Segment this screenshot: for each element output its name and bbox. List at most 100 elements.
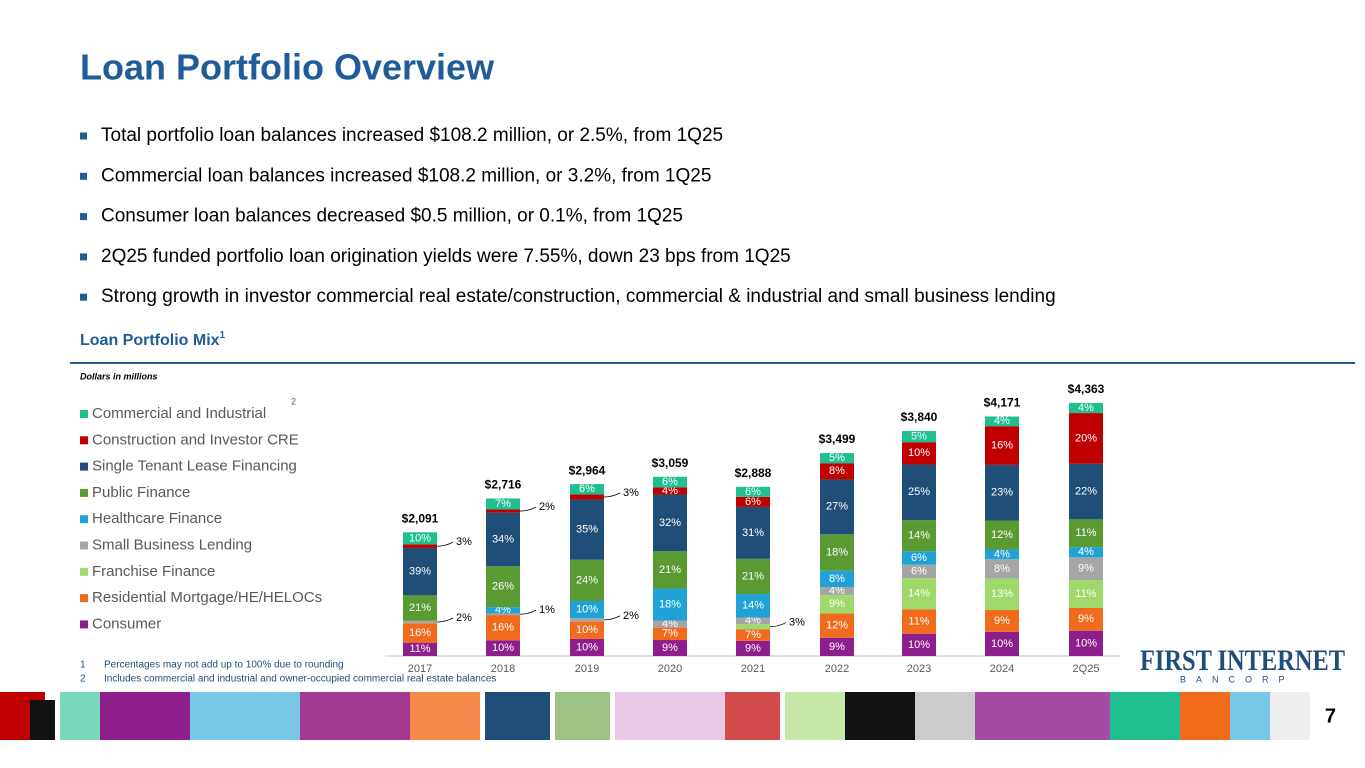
bar-segment	[403, 642, 437, 656]
callout-line	[436, 617, 454, 623]
data-label: 4%	[662, 485, 678, 497]
data-label: 4%	[495, 604, 511, 616]
bar-segment	[736, 629, 770, 641]
bullet-text: Strong growth in investor commercial rea…	[101, 286, 1056, 307]
bar-segment	[820, 534, 854, 571]
data-label: 8%	[829, 465, 845, 477]
callout-line	[436, 541, 454, 547]
data-label: 7%	[745, 629, 761, 641]
bar-segment	[403, 620, 437, 624]
data-label: 26%	[492, 581, 514, 593]
decor	[300, 692, 410, 740]
decor	[190, 692, 300, 740]
data-label: 6%	[745, 496, 761, 508]
bar-segment	[570, 484, 604, 495]
decor	[555, 692, 610, 740]
bar-segment	[820, 613, 854, 638]
x-tick-label: 2024	[990, 663, 1014, 675]
data-label: 1%	[539, 604, 555, 616]
decor	[1110, 692, 1180, 740]
logo-name: FIRST INTERNET	[1140, 644, 1345, 677]
bar-segment	[1069, 519, 1103, 548]
bullets: Total portfolio loan balances increased …	[80, 125, 1056, 307]
bullet-text: Total portfolio loan balances increased …	[101, 125, 723, 146]
legend-label: Franchise Finance	[92, 563, 215, 580]
data-label: 34%	[492, 533, 514, 545]
bar-segment	[1069, 463, 1103, 520]
legend-label: Healthcare Finance	[92, 510, 222, 527]
data-label: 2%	[623, 610, 639, 622]
total-label: $2,888	[735, 466, 772, 480]
data-label: 6%	[911, 552, 927, 564]
data-label: 8%	[829, 573, 845, 585]
data-label: 4%	[1078, 402, 1094, 414]
bar-segment	[902, 464, 936, 521]
bar-segment	[653, 487, 687, 495]
section-sup: 1	[220, 330, 226, 341]
bar-segment	[985, 416, 1019, 427]
bar-segment	[902, 633, 936, 656]
callout-line	[519, 609, 537, 615]
data-label: 39%	[409, 566, 431, 578]
data-label: 11%	[409, 643, 430, 655]
data-label: 25%	[908, 486, 930, 498]
bullet-marker	[80, 213, 87, 221]
bar-segment	[985, 520, 1019, 550]
x-tick-label: 2020	[658, 663, 682, 675]
bar-segment	[653, 494, 687, 552]
bar-segment	[820, 479, 854, 535]
data-label: 11%	[1075, 588, 1096, 600]
bar-segment	[820, 570, 854, 587]
x-tick-label: 2019	[575, 663, 599, 675]
data-label: 27%	[826, 501, 848, 513]
bar-segment	[820, 453, 854, 464]
data-label: 5%	[829, 452, 845, 464]
data-label: 6%	[745, 486, 761, 498]
bar-segment	[985, 464, 1019, 521]
total-label: $4,363	[1068, 382, 1105, 396]
bar-segment	[1069, 607, 1103, 631]
bar-segment	[403, 595, 437, 621]
decor	[725, 692, 780, 740]
data-label: 18%	[826, 546, 848, 558]
bar-segment	[985, 610, 1019, 632]
bar-segment	[403, 544, 437, 549]
decor	[410, 692, 480, 740]
data-label: 14%	[908, 530, 930, 542]
total-label: $2,716	[485, 478, 522, 492]
data-label: 9%	[994, 615, 1010, 627]
bullet-text: Consumer loan balances decreased $0.5 mi…	[101, 206, 683, 227]
bar-segment	[736, 496, 770, 507]
legend-swatch	[80, 515, 88, 524]
data-label: 3%	[456, 536, 472, 548]
data-label: 9%	[829, 598, 845, 610]
bar-segment	[1069, 580, 1103, 608]
bar-segment	[902, 578, 936, 610]
data-label: 6%	[911, 565, 927, 577]
data-label: 6%	[662, 476, 678, 488]
bar-segment	[653, 551, 687, 589]
data-label: 3%	[623, 487, 639, 499]
section-title: Loan Portfolio Mix1	[80, 330, 226, 350]
bar-segment	[736, 624, 770, 630]
bullet-text: 2Q25 funded portfolio loan origination y…	[101, 246, 791, 267]
x-tick-label: 2Q25	[1073, 663, 1100, 675]
footnote-number: 1	[80, 660, 86, 671]
bar-segment	[736, 506, 770, 559]
bar-segment	[486, 613, 520, 616]
x-tick-label: 2018	[491, 663, 515, 675]
data-label: 16%	[409, 627, 431, 639]
data-label: 14%	[742, 600, 764, 612]
decor	[60, 692, 100, 740]
legend-label: Residential Mortgage/HE/HELOCs	[92, 589, 322, 606]
decor	[615, 692, 725, 740]
bar-segment	[736, 594, 770, 618]
bullet-marker	[80, 293, 87, 301]
bullet-marker	[80, 132, 87, 140]
data-label: 6%	[579, 483, 595, 495]
bar-segment	[403, 532, 437, 545]
legend-swatch	[80, 410, 88, 418]
bar-segment	[653, 640, 687, 656]
bar-segment	[486, 509, 520, 513]
